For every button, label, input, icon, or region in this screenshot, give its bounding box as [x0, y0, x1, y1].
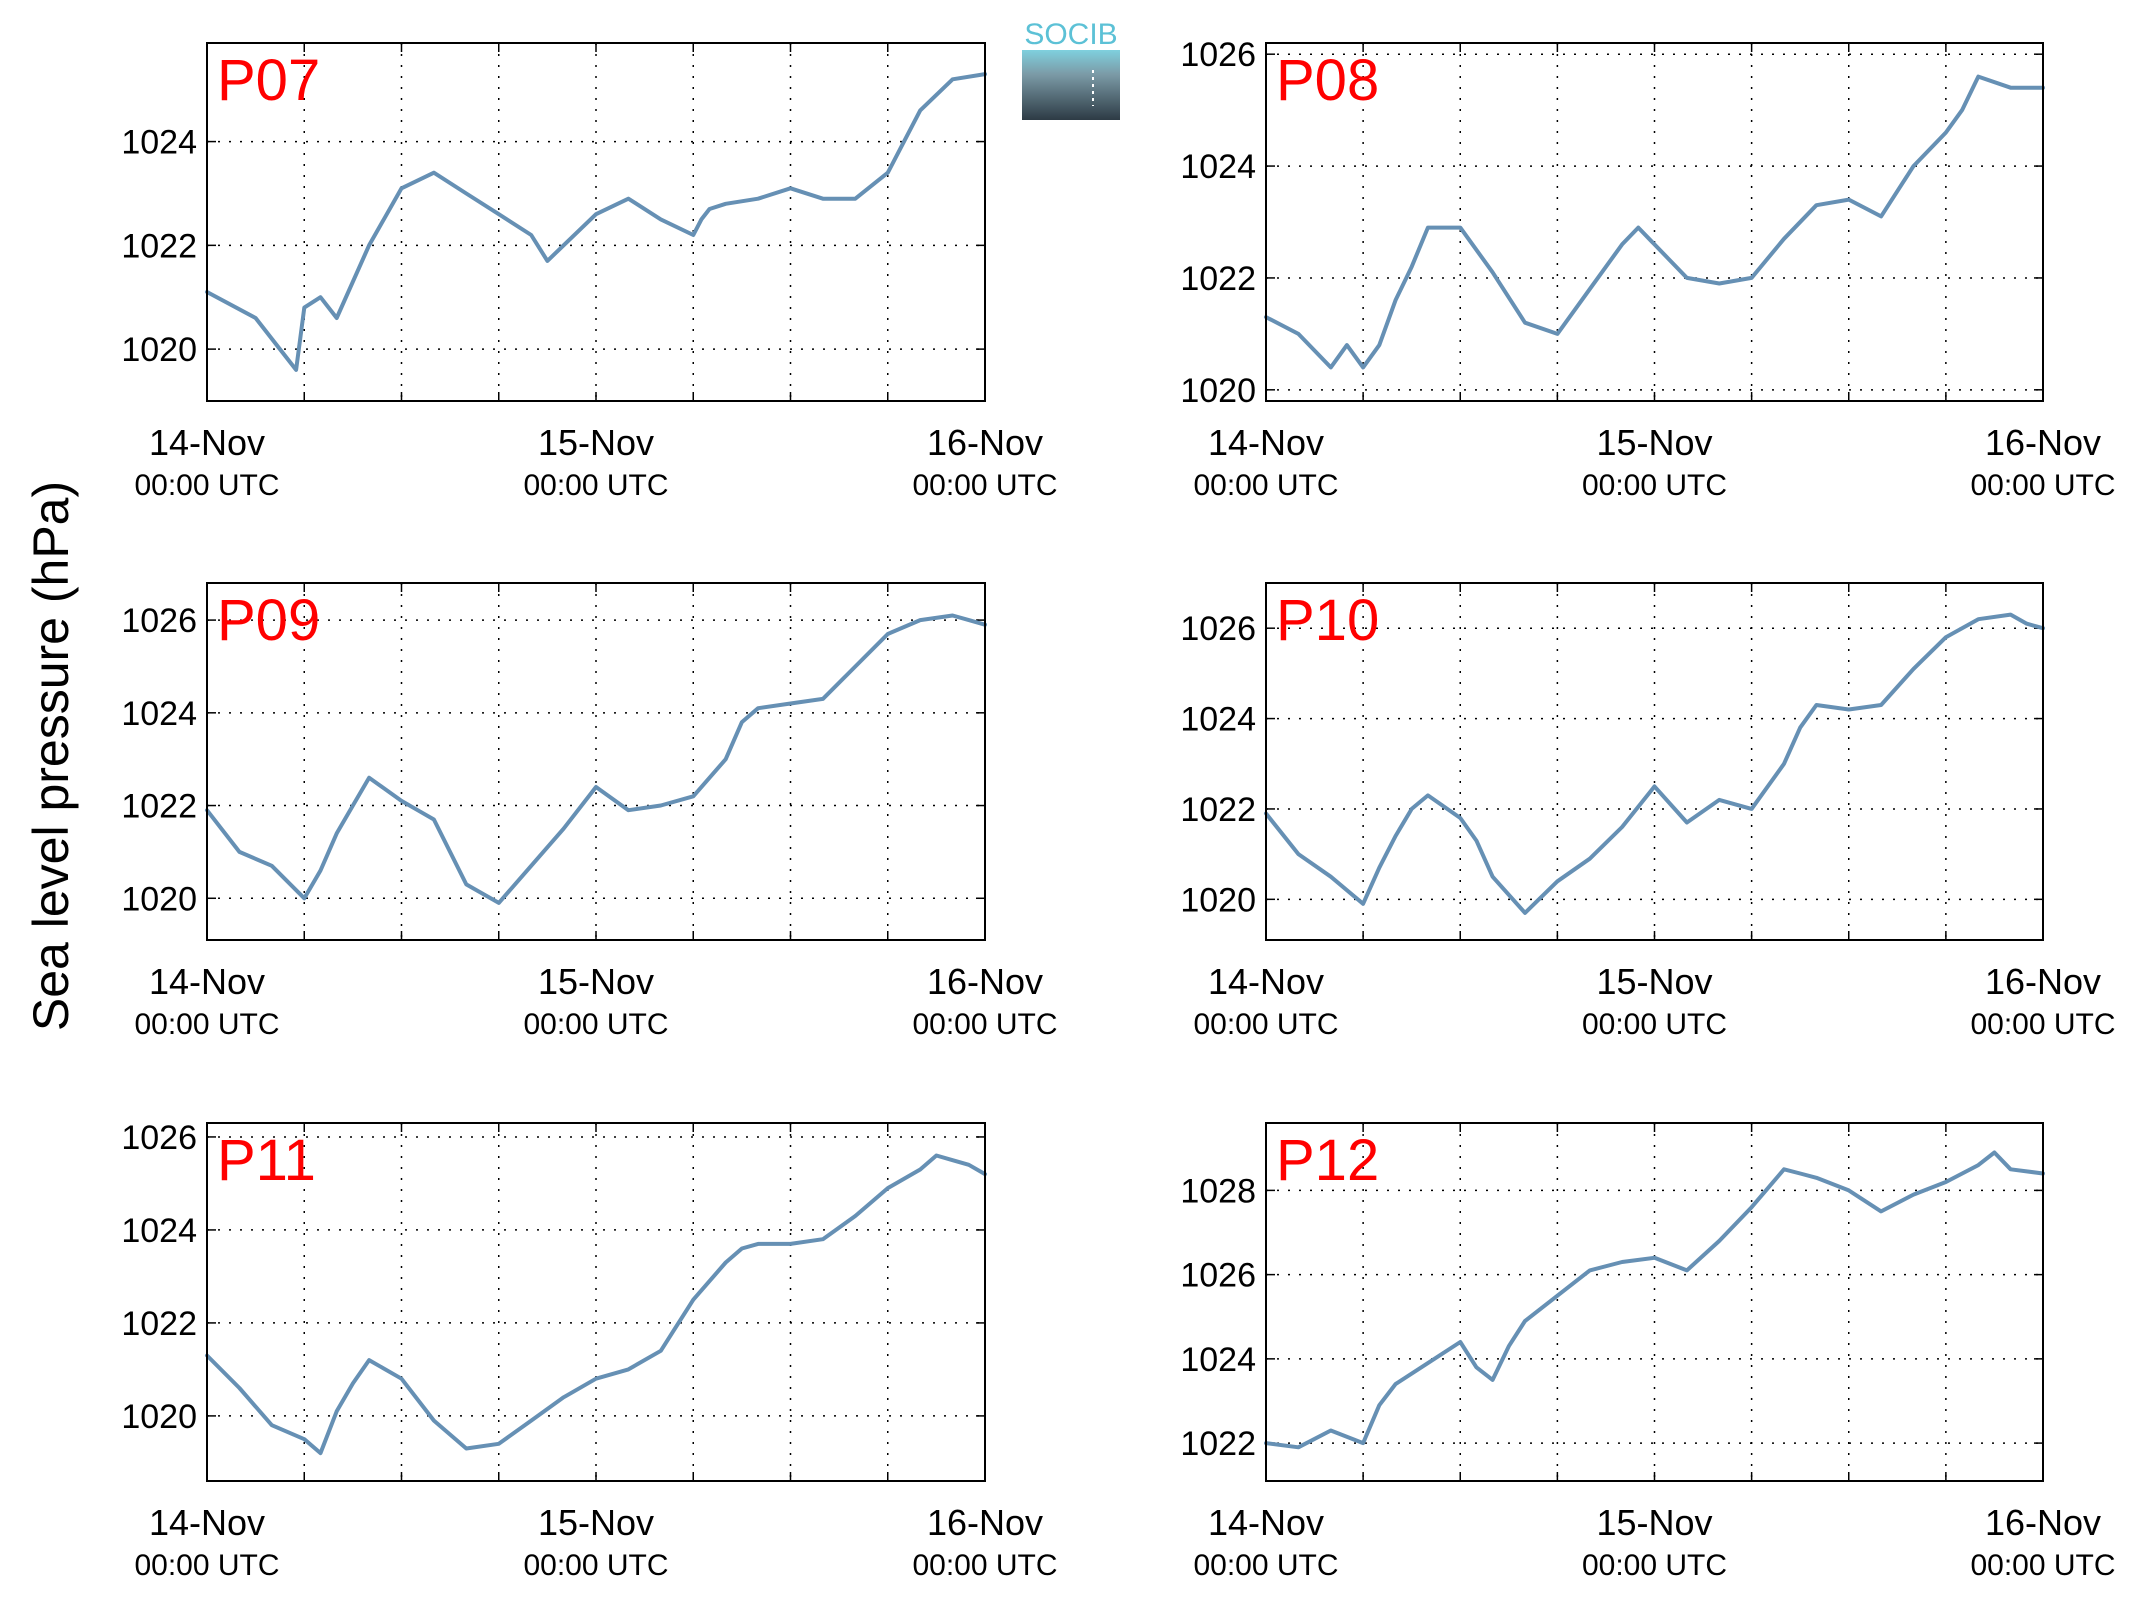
- panel-label: P10: [1276, 588, 1379, 653]
- axes-frame: [1265, 582, 2044, 941]
- x-tick-label-time: 00:00 UTC: [1970, 1549, 2115, 1582]
- x-tick-label-date: 16-Nov: [1985, 961, 2101, 1002]
- axes-frame: [206, 582, 986, 941]
- series-line: [1264, 74, 2045, 370]
- x-tick-label-date: 14-Nov: [149, 961, 265, 1002]
- x-tick-label-date: 15-Nov: [538, 1502, 654, 1543]
- y-tick-label: 1024: [1180, 1341, 1256, 1379]
- x-tick-label-time: 00:00 UTC: [523, 1008, 668, 1041]
- x-tick-label-time: 00:00 UTC: [912, 1549, 1057, 1582]
- y-tick-label: 1022: [1180, 260, 1256, 298]
- axes-frame: [1265, 1122, 2044, 1482]
- chart-panel-p12: 1022 1024 1026 1028 P12 14-Nov 00:00 UTC 15-Nov…: [1180, 1122, 2116, 1582]
- y-tick-label: 1020: [121, 1398, 197, 1436]
- chart-panel-p09: 1020 1022 1024 1026 P09 14-Nov 00:00 UTC 15-Nov…: [121, 582, 1058, 1041]
- x-tick-label-date: 15-Nov: [1596, 961, 1712, 1002]
- y-tick-label: 1024: [121, 1212, 197, 1250]
- y-tick-label: 1022: [121, 1305, 197, 1343]
- x-tick-label-time: 00:00 UTC: [912, 1008, 1057, 1041]
- x-tick-label-time: 00:00 UTC: [1193, 1549, 1338, 1582]
- x-tick-label-time: 00:00 UTC: [523, 1549, 668, 1582]
- chart-panel-p07: 1020 1022 1024 P07 14-Nov 00:00 UTC 15-Nov 00:0…: [121, 42, 1058, 502]
- y-tick-label: 1026: [1180, 1257, 1256, 1295]
- series-line: [205, 1153, 987, 1456]
- x-tick-label-date: 14-Nov: [1208, 422, 1324, 463]
- y-tick-label: 1022: [1180, 1425, 1256, 1463]
- axes-frame: [206, 1122, 986, 1482]
- socib-logo-text: SOCIB: [1024, 18, 1117, 51]
- y-tick-label: 1026: [1180, 610, 1256, 648]
- figure-ylabel: Sea level pressure (hPa): [23, 481, 79, 1031]
- x-tick-label-time: 00:00 UTC: [1970, 469, 2115, 502]
- y-tick-label: 1022: [121, 227, 197, 265]
- y-tick-label: 1026: [1180, 36, 1256, 74]
- x-tick-label-date: 15-Nov: [538, 422, 654, 463]
- panel-label: P12: [1276, 1128, 1379, 1193]
- x-tick-label-date: 15-Nov: [1596, 422, 1712, 463]
- x-tick-label-time: 00:00 UTC: [1193, 1008, 1338, 1041]
- panel-label: P08: [1276, 48, 1379, 113]
- y-tick-label: 1020: [121, 880, 197, 918]
- y-tick-label: 1026: [121, 602, 197, 640]
- panel-label: P11: [217, 1128, 316, 1193]
- y-tick-label: 1022: [121, 788, 197, 826]
- chart-panel-p08: 1020 1022 1024 1026 P08 14-Nov 00:00 UTC 15-Nov…: [1180, 36, 2115, 502]
- series-line: [1264, 612, 2045, 915]
- y-tick-label: 1024: [121, 695, 197, 733]
- x-tick-label-date: 15-Nov: [1596, 1502, 1712, 1543]
- x-tick-label-time: 00:00 UTC: [1582, 1008, 1727, 1041]
- x-tick-label-time: 00:00 UTC: [1970, 1008, 2115, 1041]
- series-line: [205, 613, 987, 905]
- x-tick-label-date: 16-Nov: [927, 1502, 1043, 1543]
- chart-panel-p10: 1020 1022 1024 1026 P10 14-Nov 00:00 UTC 15-Nov…: [1180, 582, 2116, 1041]
- x-tick-label-time: 00:00 UTC: [1582, 1549, 1727, 1582]
- x-tick-label-time: 00:00 UTC: [1193, 469, 1338, 502]
- panel-label: P09: [217, 588, 320, 653]
- axes-frame: [206, 42, 986, 402]
- socib-logo: SOCIB: [1022, 18, 1120, 120]
- x-tick-label-time: 00:00 UTC: [523, 469, 668, 502]
- x-tick-label-date: 14-Nov: [149, 1502, 265, 1543]
- y-tick-label: 1020: [121, 331, 197, 369]
- y-tick-label: 1024: [1180, 148, 1256, 186]
- y-tick-label: 1024: [121, 124, 197, 162]
- x-tick-label-date: 16-Nov: [1985, 422, 2101, 463]
- y-tick-label: 1020: [1180, 881, 1256, 919]
- x-tick-label-date: 14-Nov: [1208, 961, 1324, 1002]
- x-tick-label-time: 00:00 UTC: [1582, 469, 1727, 502]
- y-tick-label: 1028: [1180, 1172, 1256, 1210]
- x-tick-label-date: 14-Nov: [1208, 1502, 1324, 1543]
- axes-frame: [1265, 42, 2044, 402]
- x-tick-label-date: 16-Nov: [927, 422, 1043, 463]
- x-tick-label-date: 16-Nov: [927, 961, 1043, 1002]
- x-tick-label-time: 00:00 UTC: [134, 1008, 279, 1041]
- x-tick-label-date: 14-Nov: [149, 422, 265, 463]
- x-tick-label-date: 16-Nov: [1985, 1502, 2101, 1543]
- x-tick-label-time: 00:00 UTC: [134, 469, 279, 502]
- panel-label: P07: [217, 48, 320, 113]
- y-tick-label: 1020: [1180, 372, 1256, 410]
- y-tick-label: 1022: [1180, 791, 1256, 829]
- chart-panel-p11: 1020 1022 1024 1026 P11 14-Nov 00:00 UTC 15-Nov…: [121, 1119, 1057, 1582]
- series-line: [205, 72, 987, 372]
- y-tick-label: 1026: [121, 1119, 197, 1157]
- x-tick-label-time: 00:00 UTC: [912, 469, 1057, 502]
- series-line: [1264, 1150, 2045, 1450]
- x-tick-label-date: 15-Nov: [538, 961, 654, 1002]
- x-tick-label-time: 00:00 UTC: [134, 1549, 279, 1582]
- y-tick-label: 1024: [1180, 701, 1256, 739]
